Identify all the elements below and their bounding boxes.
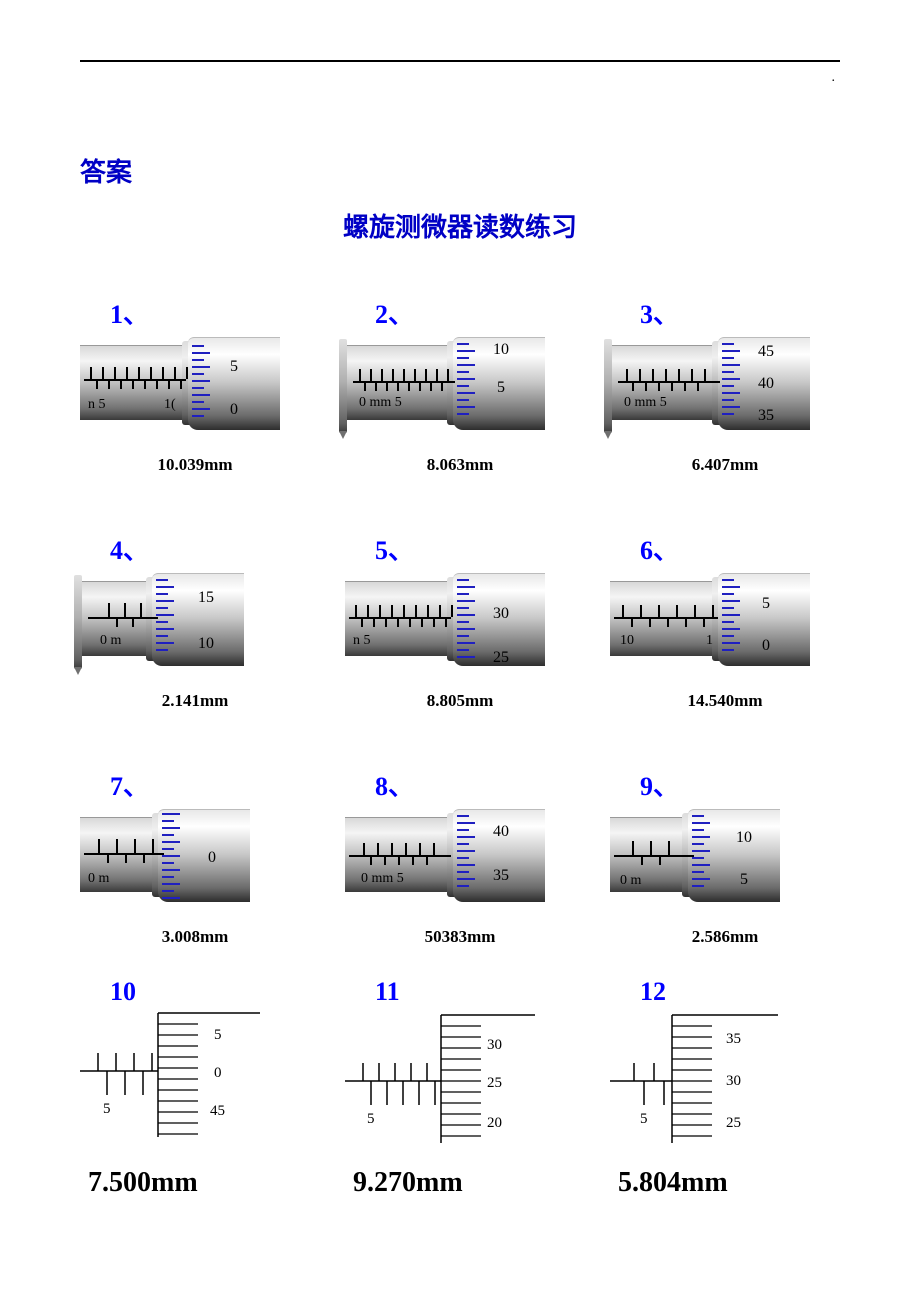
question-number: 3、 (610, 294, 840, 331)
micrometer-figure: 0 m1510 (80, 569, 280, 669)
question-number: 11 (345, 977, 575, 1007)
svg-text:5: 5 (367, 1111, 375, 1127)
question-number: 6、 (610, 530, 840, 567)
exercise-cell: 6、10150 14.540mm (610, 530, 840, 711)
answer-text: 5.804mm (610, 1167, 840, 1199)
micrometer-figure: 0 mm 54035 (345, 805, 545, 905)
micrometer-figure: 10150 (610, 569, 810, 669)
exercise-cell: 5、n 53025 8.805mm (345, 530, 575, 711)
answer-text: 8.063mm (345, 455, 575, 475)
svg-text:25: 25 (487, 1075, 502, 1091)
svg-text:5: 5 (103, 1101, 111, 1117)
exercise-cell: 8、0 mm 54035 50383mm (345, 766, 575, 947)
exercise-cell: 10 5 5 0 45 7.500mm (80, 977, 310, 1199)
exercise-cell: 7、0 m0 3.008mm (80, 766, 310, 947)
micrometer-figure: n 51(50 (80, 333, 280, 433)
answer-text: 9.270mm (345, 1167, 575, 1199)
micrometer-figure: 0 mm 5454035 (610, 333, 810, 433)
answer-text: 3.008mm (80, 927, 310, 947)
answer-text: 14.540mm (610, 691, 840, 711)
micrometer-figure: n 53025 (345, 569, 545, 669)
answer-text: 10.039mm (80, 455, 310, 475)
micrometer-figure: 5 30 25 20 (345, 1009, 545, 1149)
question-number: 4、 (80, 530, 310, 567)
micrometer-figure: 0 m105 (610, 805, 810, 905)
micrometer-figure: 5 5 0 45 (80, 1009, 280, 1149)
corner-dot: . (832, 70, 836, 86)
answer-text: 6.407mm (610, 455, 840, 475)
question-number: 7、 (80, 766, 310, 803)
exercise-cell: 9、0 m105 2.586mm (610, 766, 840, 947)
micrometer-figure: 0 mm 5105 (345, 333, 545, 433)
svg-text:30: 30 (726, 1073, 741, 1089)
question-number: 10 (80, 977, 310, 1007)
svg-text:25: 25 (726, 1115, 741, 1131)
exercise-cell: 3、0 mm 5454035 6.407mm (610, 294, 840, 475)
answer-text: 7.500mm (80, 1167, 310, 1199)
question-number: 8、 (345, 766, 575, 803)
question-number: 5、 (345, 530, 575, 567)
question-number: 2、 (345, 294, 575, 331)
micrometer-figure: 5 35 30 25 (610, 1009, 810, 1149)
exercise-grid: 1、n 51(5010.039mm2、0 mm 51058.063mm3、0 m… (80, 294, 840, 1199)
micrometer-figure: 0 m0 (80, 805, 280, 905)
svg-text:5: 5 (214, 1027, 222, 1043)
svg-text:30: 30 (487, 1037, 502, 1053)
svg-text:20: 20 (487, 1115, 502, 1131)
page: . 答案 螺旋测微器读数练习 1、n 51(5010.039mm2、0 mm 5… (0, 0, 920, 1239)
question-number: 9、 (610, 766, 840, 803)
answer-text: 50383mm (345, 927, 575, 947)
exercise-cell: 12 5 35 30 25 5.804mm (610, 977, 840, 1199)
exercise-cell: 11 5 30 25 20 9.270mm (345, 977, 575, 1199)
svg-text:45: 45 (210, 1103, 225, 1119)
top-rule (80, 60, 840, 62)
question-number: 12 (610, 977, 840, 1007)
svg-text:35: 35 (726, 1031, 741, 1047)
exercise-cell: 4、0 m1510 2.141mm (80, 530, 310, 711)
svg-text:0: 0 (214, 1065, 222, 1081)
svg-text:5: 5 (640, 1111, 648, 1127)
answer-text: 2.586mm (610, 927, 840, 947)
exercise-cell: 1、n 51(50 10.039mm (80, 294, 310, 475)
answer-text: 8.805mm (345, 691, 575, 711)
question-number: 1、 (80, 294, 310, 331)
page-title: 螺旋测微器读数练习 (80, 207, 840, 244)
exercise-cell: 2、0 mm 5105 8.063mm (345, 294, 575, 475)
answer-text: 2.141mm (80, 691, 310, 711)
heading-answer: 答案 (80, 152, 840, 189)
